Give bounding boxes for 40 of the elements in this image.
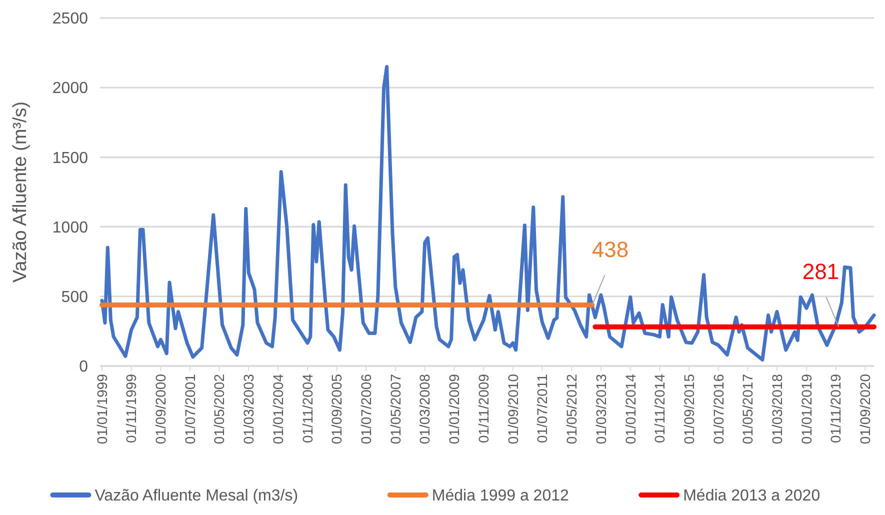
- x-tick-label: 01/01/2009: [446, 374, 462, 444]
- x-tick-label: 01/09/2015: [680, 374, 697, 444]
- annotation: 438: [592, 237, 629, 262]
- x-tick-label: 01/11/2009: [476, 374, 492, 444]
- x-tick-label: 01/07/2016: [710, 374, 726, 444]
- y-axis-title: Vazão Afluente (m³/s): [10, 101, 31, 283]
- x-tick-label: 01/07/2001: [182, 374, 198, 444]
- y-tick-label: 1000: [52, 219, 88, 236]
- x-tick-label: 01/03/2013: [592, 374, 609, 444]
- x-tick-label: 01/05/2017: [740, 374, 756, 444]
- legend-label: Média 2013 a 2020: [683, 488, 820, 505]
- x-tick-label: 01/03/2008: [416, 374, 433, 444]
- x-tick-label: 01/11/2014: [652, 374, 668, 444]
- legend-label: Média 1999 a 2012: [432, 488, 569, 505]
- y-tick-label: 1500: [52, 150, 88, 167]
- x-tick-label: 01/07/2006: [358, 374, 374, 444]
- x-tick-label: 01/07/2011: [534, 374, 550, 444]
- legend-label: Vazão Afluente Mesal (m3/s): [94, 488, 298, 505]
- x-tick-label: 01/01/2014: [622, 374, 638, 444]
- x-tick-label: 01/05/2002: [211, 374, 228, 444]
- x-tick-label: 01/09/2000: [152, 374, 169, 444]
- x-tick-label: 01/11/1999: [123, 374, 140, 444]
- x-tick-label: 01/05/2012: [563, 374, 580, 444]
- y-tick-label: 500: [61, 289, 88, 306]
- x-tick-label: 01/09/2005: [328, 374, 345, 444]
- x-tick-label: 01/05/2007: [387, 374, 404, 444]
- y-tick-label: 0: [79, 358, 88, 376]
- x-tick-label: 01/01/2019: [798, 374, 814, 444]
- x-tick-label: 01/01/1999: [94, 374, 110, 444]
- line-series: [100, 64, 876, 362]
- x-tick-label: 01/09/2010: [504, 374, 521, 444]
- x-tick-label: 01/11/2004: [299, 374, 316, 444]
- y-tick-label: 2000: [52, 80, 88, 98]
- x-tick-label: 01/03/2003: [240, 374, 256, 444]
- x-tick-label: 01/01/2004: [270, 374, 286, 444]
- x-tick-label: 01/03/2018: [768, 374, 785, 444]
- x-tick-label: 01/09/2020: [857, 374, 874, 444]
- y-tick-label: 2500: [52, 10, 88, 28]
- annotation: 281: [802, 258, 840, 284]
- x-tick-label: 01/11/2019: [828, 374, 844, 444]
